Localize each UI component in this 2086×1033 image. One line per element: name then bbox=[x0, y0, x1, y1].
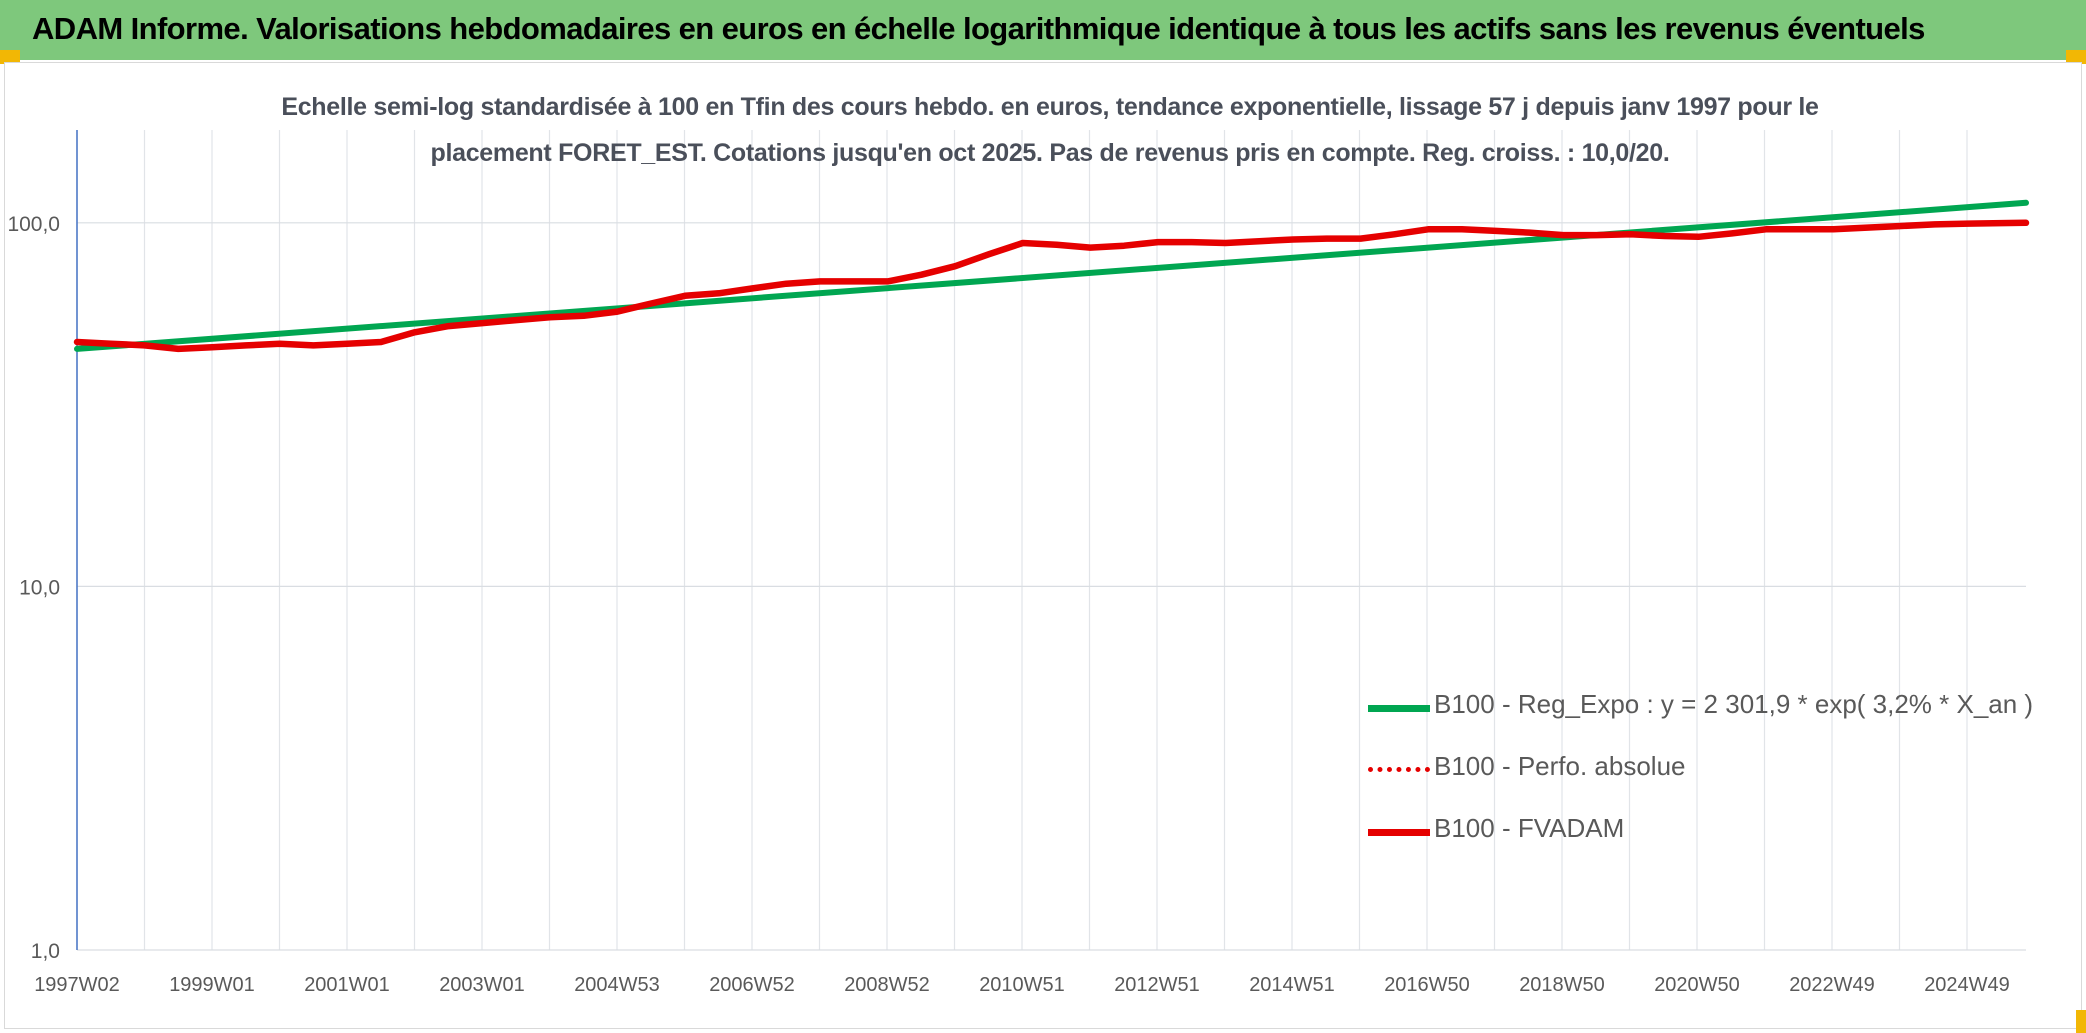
x-tick-label: 2016W50 bbox=[1384, 974, 1470, 996]
x-tick-label: 2010W51 bbox=[979, 974, 1065, 996]
chart-title-line-1: Echelle semi-log standardisée à 100 en T… bbox=[281, 93, 1819, 121]
x-tick-label: 2001W01 bbox=[304, 974, 390, 996]
x-tick-label: 2022W49 bbox=[1789, 974, 1875, 996]
page-title: ADAM Informe. Valorisations hebdomadaire… bbox=[32, 11, 1925, 46]
x-tick-label: 2003W01 bbox=[439, 974, 525, 996]
x-tick-label: 1997W02 bbox=[34, 974, 120, 996]
y-tick-label: 10,0 bbox=[19, 576, 60, 599]
x-tick-label: 2008W52 bbox=[844, 974, 930, 996]
legend-label-fvadam: B100 - FVADAM bbox=[1434, 813, 1625, 843]
corner-marker-top-right bbox=[2066, 50, 2086, 64]
x-tick-label: 2014W51 bbox=[1249, 974, 1335, 996]
y-tick-label: 100,0 bbox=[7, 213, 60, 236]
x-tick-label: 1999W01 bbox=[169, 974, 255, 996]
x-tick-label: 2006W52 bbox=[709, 974, 795, 996]
chart-title-line-2: placement FORET_EST. Cotations jusqu'en … bbox=[430, 139, 1670, 167]
legend-label-reg-expo: B100 - Reg_Expo : y = 2 301,9 * exp( 3,2… bbox=[1434, 689, 2034, 719]
corner-marker-bottom-right bbox=[2076, 1010, 2086, 1033]
header-bar: ADAM Informe. Valorisations hebdomadaire… bbox=[0, 0, 2086, 60]
x-tick-label: 2018W50 bbox=[1519, 974, 1605, 996]
legend-swatch-reg-expo bbox=[1368, 705, 1430, 712]
legend-swatch-perfo-absolue bbox=[1368, 767, 1430, 772]
y-tick-label: 1,0 bbox=[31, 940, 60, 963]
x-tick-label: 2024W49 bbox=[1924, 974, 2010, 996]
x-tick-label: 2012W51 bbox=[1114, 974, 1200, 996]
x-tick-label: 2020W50 bbox=[1654, 974, 1740, 996]
legend-swatch-fvadam bbox=[1368, 829, 1430, 836]
corner-marker-top-left bbox=[0, 50, 20, 64]
x-tick-label: 2004W53 bbox=[574, 974, 660, 996]
series-line-fvadam bbox=[73, 219, 2030, 353]
series-line-reg-expo bbox=[74, 199, 2029, 352]
chart-title: Echelle semi-log standardisée à 100 en T… bbox=[230, 84, 1870, 176]
legend-label-perfo-absolue: B100 - Perfo. absolue bbox=[1434, 751, 1686, 781]
